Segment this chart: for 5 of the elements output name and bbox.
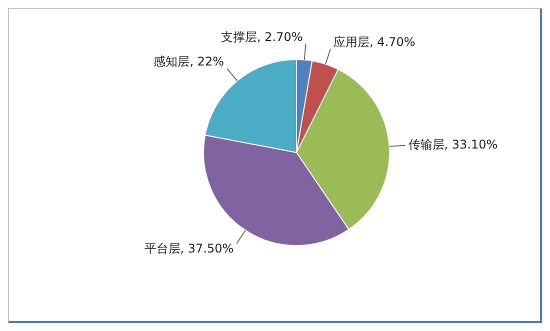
slice-label: 感知层, 22% (154, 54, 224, 69)
slice-label: 应用层, 4.70% (334, 35, 416, 50)
slice-label: 支撑层, 2.70% (220, 30, 303, 44)
slice-label: 平台层, 37.50% (144, 242, 234, 256)
slice-label: 传输层, 33.10% (408, 137, 498, 152)
